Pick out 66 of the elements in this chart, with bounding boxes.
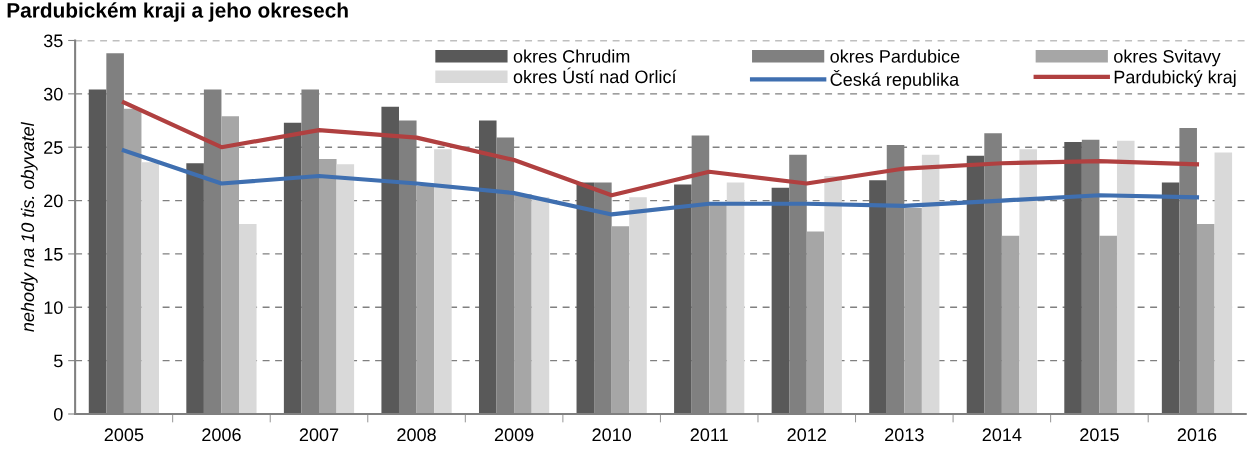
x-tick-label: 2012 <box>787 428 826 442</box>
bar <box>611 226 630 414</box>
bar <box>966 155 985 414</box>
bar <box>239 224 257 414</box>
chart-title: Pardubickém kraji a jeho okresech <box>7 2 348 22</box>
bar <box>123 108 142 414</box>
y-tick-label: 5 <box>54 354 63 368</box>
legend-label: okres Pardubice <box>830 49 960 63</box>
y-tick-label: 10 <box>44 301 63 315</box>
bar <box>771 187 790 414</box>
legend-label: okres Svitavy <box>1114 49 1221 67</box>
bar <box>514 194 532 414</box>
bar <box>726 182 745 414</box>
bar <box>904 208 922 414</box>
bar <box>186 163 204 414</box>
x-tick-label: 2008 <box>397 428 436 442</box>
x-tick-label: 2005 <box>104 428 144 442</box>
bar <box>576 182 595 414</box>
bar <box>141 162 160 414</box>
bar <box>283 122 302 414</box>
bar <box>319 158 337 414</box>
bar <box>381 106 399 414</box>
x-tick-label: 2006 <box>202 428 241 442</box>
y-tick-label: 20 <box>44 194 63 208</box>
x-tick-label: 2009 <box>494 428 534 442</box>
bar <box>221 116 240 414</box>
x-tick-label: 2015 <box>1080 428 1119 442</box>
bar <box>806 231 825 414</box>
legend-label: Pardubický kraj <box>1114 69 1236 88</box>
bar <box>1214 152 1233 414</box>
bar <box>1196 224 1215 414</box>
bar <box>336 164 355 414</box>
y-tick-label: 0 <box>53 407 63 421</box>
bar <box>869 180 887 414</box>
x-tick-label: 2011 <box>690 428 728 442</box>
bar <box>1019 149 1037 414</box>
legend-label: Česká republika <box>830 69 960 90</box>
bar <box>824 176 842 414</box>
legend-label: okres Chrudim <box>513 49 630 63</box>
line-series <box>121 148 1200 217</box>
bar <box>1099 235 1117 414</box>
x-tick-label: 2007 <box>299 428 339 442</box>
bar <box>478 120 497 414</box>
bar <box>921 154 940 414</box>
bar <box>88 89 107 414</box>
bar <box>709 203 727 414</box>
bar <box>1064 141 1082 414</box>
x-tick-label: 2014 <box>982 428 1022 442</box>
y-tick-label: 15 <box>44 248 63 261</box>
bar <box>531 197 550 414</box>
bar <box>434 149 452 414</box>
line-series <box>121 100 1200 198</box>
y-tick-label: 30 <box>43 87 63 101</box>
x-tick-label: 2013 <box>885 428 924 442</box>
bar <box>416 185 435 414</box>
bar <box>1161 182 1180 414</box>
x-tick-label: 2010 <box>592 428 632 442</box>
y-axis-title: nehody na 10 tis. obyvatel <box>20 121 38 332</box>
bar <box>1116 140 1135 414</box>
bar <box>629 197 647 414</box>
bar <box>1001 235 1020 414</box>
legend-label: okres Ústí nad Orlicí <box>513 67 677 84</box>
y-tick-label: 35 <box>43 34 63 48</box>
y-tick-label: 25 <box>44 141 63 154</box>
bar <box>674 184 692 414</box>
x-tick-label: 2016 <box>1177 428 1217 442</box>
